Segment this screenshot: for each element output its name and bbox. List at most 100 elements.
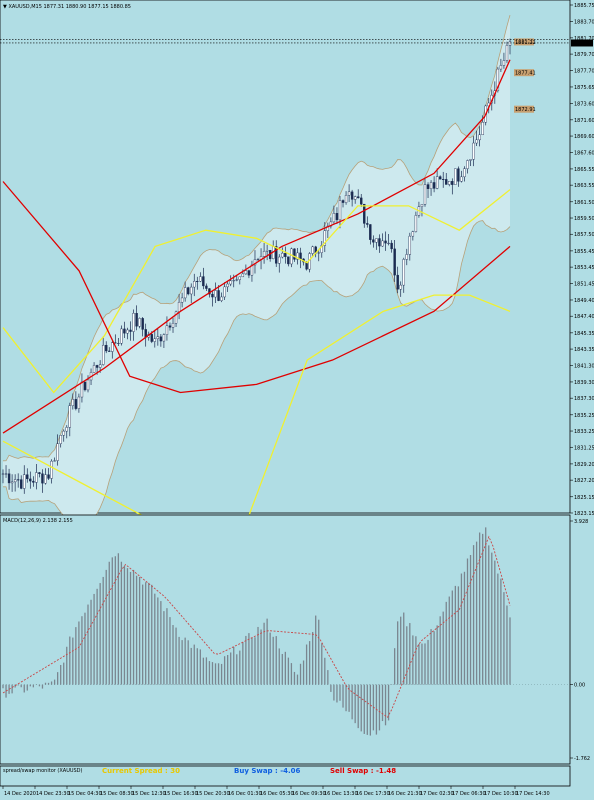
price-tick-label: 1847.40: [574, 314, 594, 320]
time-tick-label: 16 Dec 09:30: [292, 791, 326, 797]
candle-body: [38, 472, 41, 474]
price-tick-label: 1879.70: [574, 52, 594, 58]
candle-body: [123, 328, 126, 334]
candle-body: [238, 276, 242, 280]
candle-body: [347, 191, 351, 196]
candle-body: [502, 60, 506, 66]
current-spread-text: Current Spread : 30: [102, 767, 180, 775]
candle-body: [335, 213, 339, 221]
candle-body: [129, 329, 132, 332]
macd-tick-label: 0.00: [574, 683, 585, 689]
candle-body: [475, 139, 478, 144]
candle-body: [4, 473, 8, 475]
candle-body: [402, 259, 405, 286]
macd-panel[interactable]: [0, 514, 571, 765]
candle-body: [138, 318, 141, 327]
candle-body: [241, 273, 245, 278]
candle-body: [186, 287, 190, 295]
swap-monitor-label: spread/swap monitor (XAUUSD): [3, 768, 83, 774]
candle-body: [344, 195, 348, 203]
candle-body: [284, 252, 287, 257]
candle-body: [150, 334, 153, 342]
candle-body: [478, 134, 481, 141]
candle-body: [472, 142, 475, 160]
candle-body: [399, 284, 402, 290]
time-tick-label: 15 Dec 20:30: [196, 791, 230, 797]
candle-body: [429, 182, 433, 189]
price-tag-box: [514, 38, 534, 46]
candle-body: [190, 286, 193, 295]
candle-body: [448, 181, 451, 185]
candle-body: [244, 270, 248, 275]
candle-body: [372, 239, 375, 243]
candle-body: [311, 246, 314, 254]
candle-body: [262, 251, 266, 257]
time-tick-label: 17 Dec 02:30: [420, 791, 454, 797]
candle-body: [20, 479, 23, 489]
candle-body: [117, 342, 120, 344]
candle-body: [481, 121, 484, 136]
candle-body: [193, 280, 196, 288]
candle-body: [196, 280, 199, 282]
price-tick-label: 1871.60: [574, 118, 594, 124]
candle-body: [332, 213, 336, 223]
price-tick-label: 1823.15: [574, 511, 594, 517]
candle-body: [256, 259, 260, 261]
candle-body: [7, 473, 11, 484]
time-tick-label: 15 Dec 08:30: [100, 791, 134, 797]
candle-body: [159, 336, 163, 342]
candle-body: [10, 481, 14, 484]
time-tick-label: 16 Dec 21:30: [388, 791, 422, 797]
candle-body: [420, 204, 424, 207]
candle-body: [211, 293, 214, 298]
candle-body: [405, 254, 408, 260]
sell-swap-text: Sell Swap : -1.48: [330, 767, 396, 775]
swap-panel[interactable]: [0, 765, 571, 787]
candle-body: [408, 235, 412, 255]
candle-body: [505, 45, 509, 61]
candle-body: [56, 443, 59, 461]
price-tick-label: 1825.15: [574, 495, 594, 501]
price-tick-label: 1853.45: [574, 265, 594, 271]
candle-body: [226, 283, 229, 288]
candle-body: [126, 329, 129, 334]
candle-body: [442, 178, 445, 180]
time-tick-label: 17 Dec 06:30: [452, 791, 486, 797]
buy-swap-text: Buy Swap : -4.06: [234, 767, 301, 775]
candle-body: [68, 405, 71, 428]
time-tick-label: 16 Dec 17:30: [356, 791, 390, 797]
candle-body: [32, 480, 35, 483]
candle-body: [296, 252, 299, 260]
candle-body: [50, 460, 53, 479]
candle-body: [180, 297, 184, 303]
price-tick-label: 1845.35: [574, 331, 594, 337]
macd-tick-label: 3.928: [574, 519, 588, 525]
macd-axis: 3.928 0.00 -1.762: [0, 519, 590, 762]
candle-body: [451, 181, 454, 185]
candle-body: [454, 168, 457, 185]
candle-body: [438, 176, 442, 180]
price-tick-label: 1881.70: [574, 36, 594, 42]
candle-body: [199, 276, 202, 282]
price-tick-label: 1827.20: [574, 478, 594, 484]
candle-body: [205, 285, 208, 289]
candle-body: [375, 238, 378, 243]
price-tick-label: 1883.70: [574, 20, 594, 26]
price-tick-label: 1855.45: [574, 249, 594, 255]
candle-body: [463, 168, 466, 178]
candle-body: [183, 287, 187, 299]
time-tick-label: 17 Dec 14:30: [516, 791, 550, 797]
candle-body: [229, 280, 232, 285]
candle-body: [265, 250, 269, 252]
candle-body: [396, 274, 399, 290]
candle-body: [290, 248, 293, 265]
moving-average-line: [2, 181, 511, 394]
candle-body: [457, 168, 460, 182]
price-tick-label: 1841.30: [574, 364, 594, 370]
candle-body: [44, 474, 47, 484]
candle-body: [384, 240, 387, 244]
candle-body: [114, 342, 117, 344]
price-tick-label: 1867.60: [574, 150, 594, 156]
candle-body: [101, 344, 105, 365]
